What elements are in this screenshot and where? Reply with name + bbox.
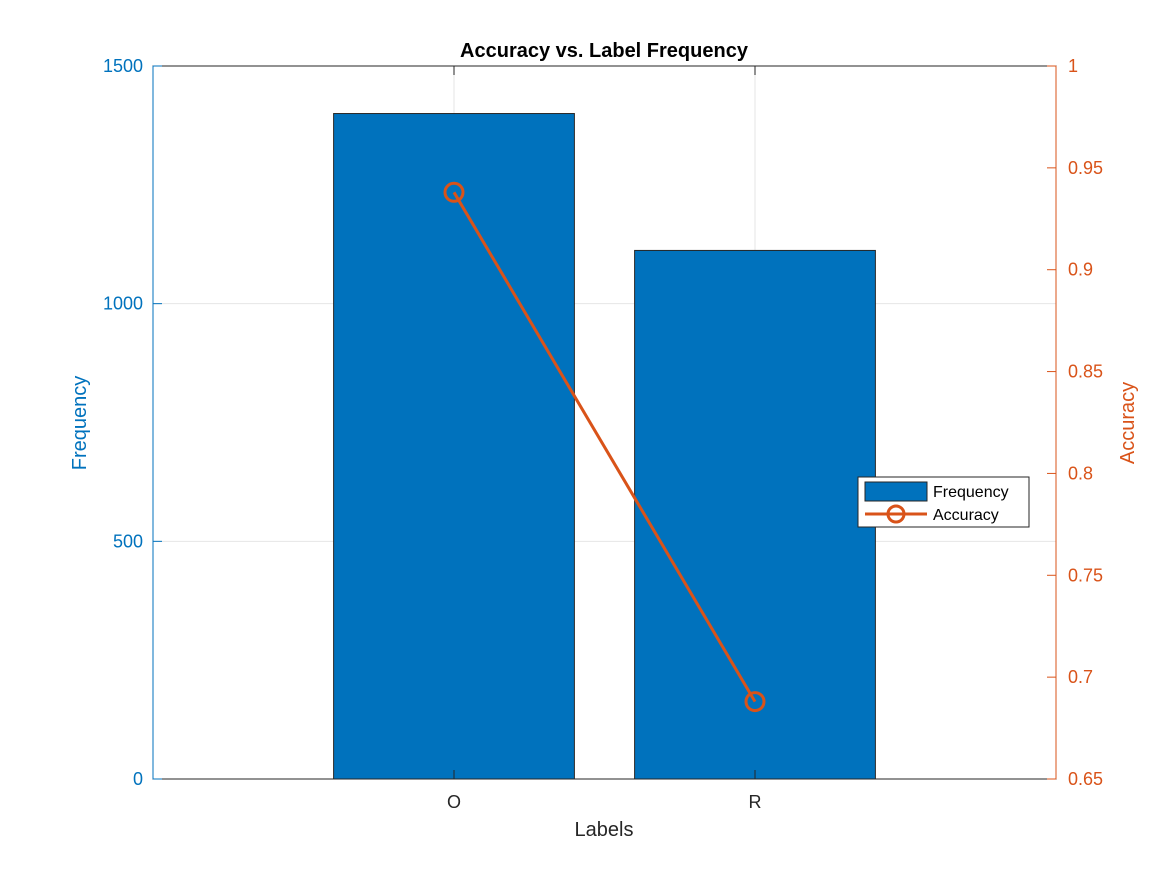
legend-label-accuracy: Accuracy <box>933 507 999 524</box>
right-tick-label: 0.75 <box>1068 565 1103 585</box>
right-tick-label: 1 <box>1068 56 1078 76</box>
right-tick-label: 0.7 <box>1068 667 1093 687</box>
accuracy-point-R <box>744 691 766 713</box>
right-tick-label: 0.95 <box>1068 158 1103 178</box>
left-tick-label: 1000 <box>103 294 143 314</box>
chart-title: Accuracy vs. Label Frequency <box>460 40 749 62</box>
left-axis: 0 500 1000 1500 <box>103 56 162 789</box>
right-axis-label: Accuracy <box>1117 382 1139 464</box>
legend: Frequency Accuracy <box>857 476 1030 528</box>
right-axis: 0.65 0.7 0.75 0.8 0.85 0.9 0.95 1 <box>1047 56 1103 789</box>
accuracy-line <box>452 191 757 703</box>
legend-label-frequency: Frequency <box>933 484 1009 501</box>
right-tick-label: 0.9 <box>1068 260 1093 280</box>
x-tick-label: O <box>447 792 461 812</box>
left-tick-label: 0 <box>133 769 143 789</box>
right-tick-label: 0.65 <box>1068 769 1103 789</box>
x-tick-label: R <box>749 792 762 812</box>
bar-O <box>333 113 575 780</box>
left-tick-label: 500 <box>113 531 143 551</box>
legend-swatch-frequency <box>864 481 928 502</box>
left-tick-label: 1500 <box>103 56 143 76</box>
legend-swatch-accuracy-marker <box>886 504 906 524</box>
right-tick-label: 0.85 <box>1068 362 1103 382</box>
left-axis-label: Frequency <box>69 376 91 471</box>
accuracy-line-group <box>443 181 766 713</box>
right-tick-label: 0.8 <box>1068 463 1093 483</box>
accuracy-point-O <box>443 181 465 203</box>
x-axis-label: Labels <box>575 819 634 841</box>
